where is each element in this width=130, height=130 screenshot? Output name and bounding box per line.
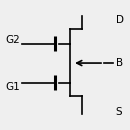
Text: D: D: [116, 15, 124, 24]
Text: B: B: [116, 58, 123, 68]
Text: G2: G2: [5, 35, 20, 45]
Text: S: S: [116, 107, 122, 117]
Text: G1: G1: [5, 82, 20, 92]
